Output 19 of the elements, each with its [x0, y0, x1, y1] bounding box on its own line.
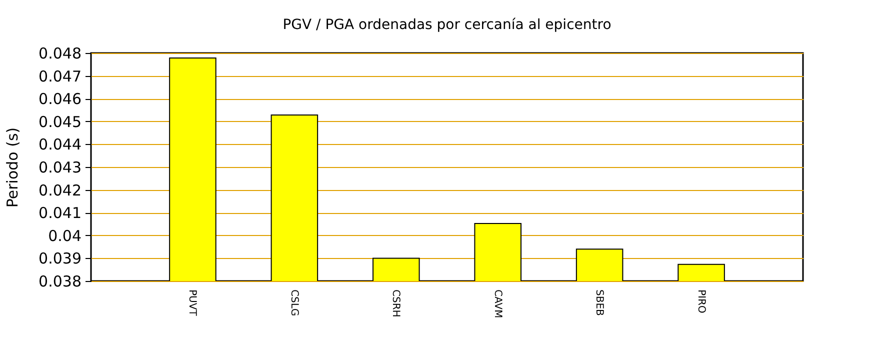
x-tick-label: PUVT [186, 290, 198, 317]
y-axis-title: Periodo (s) [4, 127, 22, 208]
x-tick-label: PIRO [695, 290, 706, 314]
y-tick-label: 0.041 [38, 204, 82, 222]
x-tick-label: SBEB [594, 290, 605, 316]
y-tick-label: 0.04 [48, 226, 82, 245]
y-tick-label: 0.039 [38, 250, 82, 268]
y-tick-label: 0.047 [38, 67, 82, 86]
x-tick-label: CAVM [492, 290, 503, 318]
y-tick-label: 0.045 [38, 112, 82, 131]
y-tick-label: 0.043 [38, 158, 82, 176]
y-tick-label: 0.042 [38, 181, 82, 200]
x-tick-label: CSLG [288, 290, 300, 316]
y-tick-label: 0.048 [38, 44, 82, 62]
y-tick-label: 0.044 [38, 136, 82, 154]
y-tick-label: 0.038 [38, 272, 82, 290]
chart-title: PGV / PGA ordenadas por cercanía al epicentro [282, 17, 612, 33]
x-tick-label: CSRH [390, 290, 402, 318]
y-tick-label: 0.046 [38, 90, 82, 108]
